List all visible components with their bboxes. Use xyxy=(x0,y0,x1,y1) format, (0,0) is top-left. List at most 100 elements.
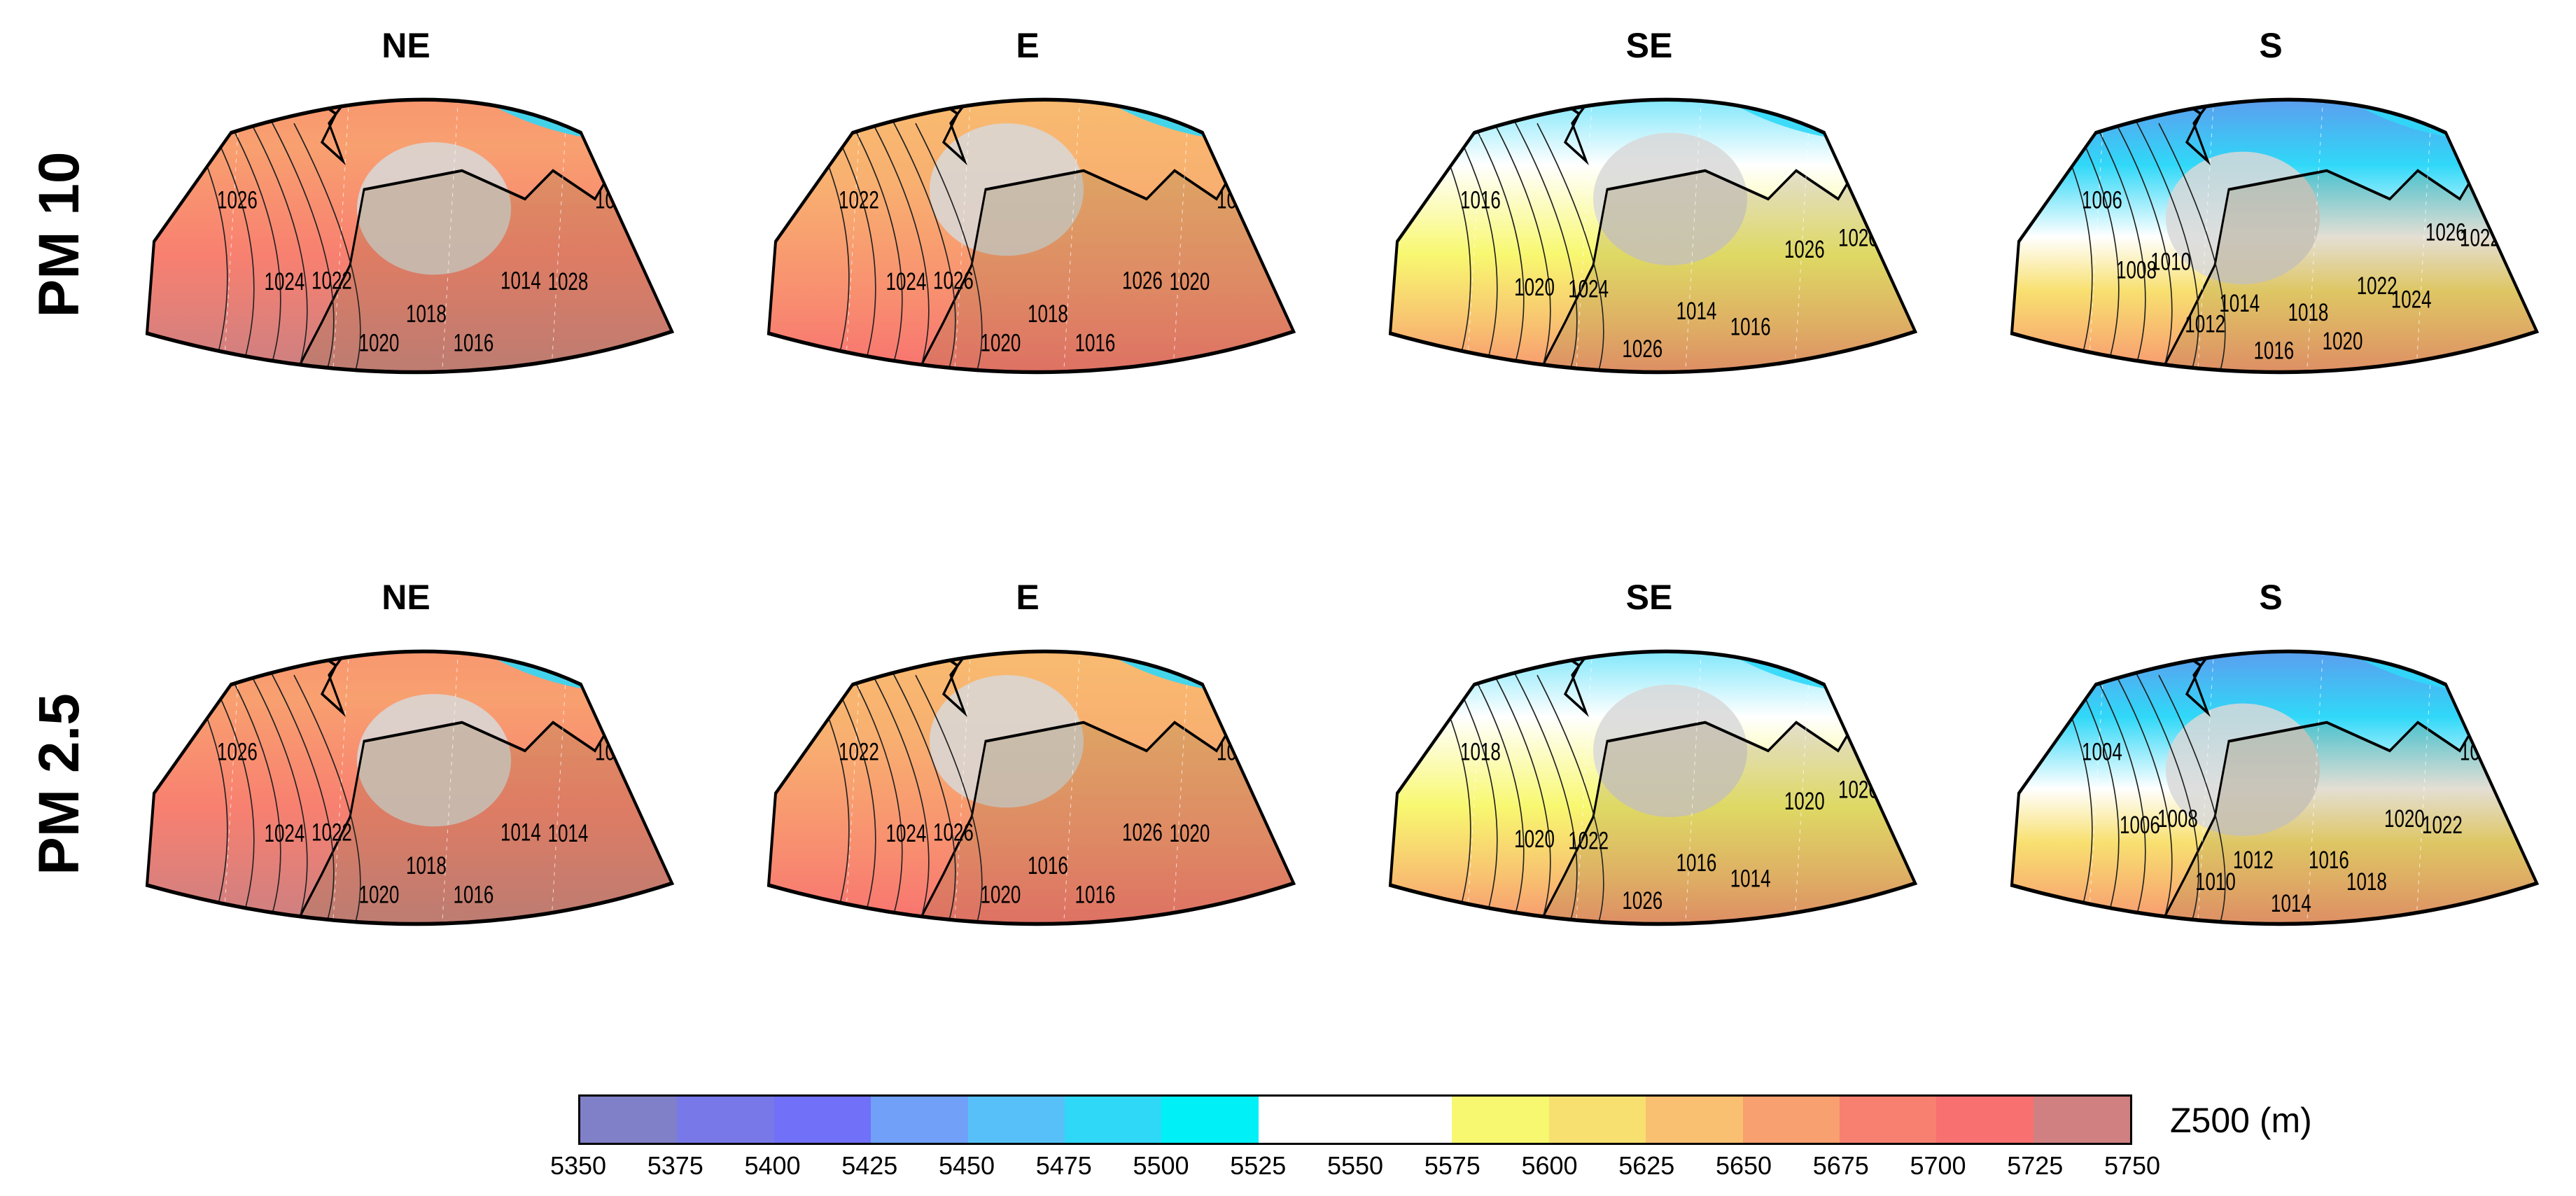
map-panel-1-2: SE 1018 1020 1022 1026 1016 1014 1020 1026 xyxy=(1376,576,1922,968)
isobar-label: 1020 xyxy=(981,329,1021,357)
colorbar-swatch xyxy=(1742,1097,1840,1143)
isobar-label: 1012 xyxy=(2233,846,2274,874)
isobar-label: 1024 xyxy=(265,267,305,295)
isobar-line xyxy=(1483,655,1551,924)
isobar-label: 1024 xyxy=(2391,286,2432,314)
map-frame xyxy=(2010,97,2540,375)
map-panel-0-3: S 1006 1008 1010 1012 1014 1016 1018 1020 1022 102… xyxy=(1998,25,2544,417)
isobar-label: 1026 xyxy=(1122,819,1163,847)
isobar-label: 1016 xyxy=(1460,186,1501,214)
graticule-line xyxy=(1682,651,1704,924)
isobar-label: 1016 xyxy=(2253,336,2294,364)
colorbar-tick-label: 5575 xyxy=(1424,1151,1480,1180)
isobar-label: 1016 xyxy=(1075,329,1116,357)
isobar-line xyxy=(2132,665,2199,924)
row-label-1: PM 2.5 xyxy=(27,693,91,875)
coastline-british-isles xyxy=(929,651,980,718)
graticule-line xyxy=(1573,651,1595,924)
graticule-line xyxy=(951,651,974,924)
isobar-label: 1014 xyxy=(1676,297,1717,325)
colorbar-swatch xyxy=(580,1097,678,1143)
isobar-label: 1024 xyxy=(886,819,927,847)
isobar-label: 1016 xyxy=(1075,881,1116,909)
isobar-label: 1024 xyxy=(1568,275,1609,303)
graticule-line xyxy=(1573,99,1595,373)
isobar-label: 1022 xyxy=(2357,272,2398,300)
colorbar-swatch xyxy=(774,1097,872,1143)
isobar-line xyxy=(267,113,335,373)
isobar-label: 1020 xyxy=(1170,819,1210,847)
isobar-label: 1026 xyxy=(1122,267,1163,295)
row-label-0: PM 10 xyxy=(27,151,91,318)
graticule-line xyxy=(2304,651,2326,924)
colorbar-tick-label: 5500 xyxy=(1133,1151,1189,1180)
map-panel-0-0: NE 1026 1024 1022 1020 1018 1016 1014 1028 1020 xyxy=(133,25,679,417)
neutral-region xyxy=(2166,151,2320,284)
isobar-line xyxy=(1510,665,1578,924)
colorbar-tick-label: 5600 xyxy=(1521,1151,1578,1180)
map-panel-0-2: SE 1016 1020 1024 1026 1014 1016 1026 1020 xyxy=(1376,25,1922,417)
coastline-british-isles xyxy=(307,651,358,718)
isobar-line xyxy=(1510,113,1578,373)
colorbar-swatch xyxy=(1548,1097,1646,1143)
neutral-region xyxy=(930,675,1084,808)
isobar-label: 1026 xyxy=(933,819,974,847)
isobar-label: 1018 xyxy=(1028,300,1068,328)
isobar-label: 1006 xyxy=(2120,811,2160,839)
graticule-line xyxy=(1060,651,1083,924)
isobar-line xyxy=(2078,99,2146,373)
panel-title: SE xyxy=(1625,26,1673,65)
isobar-label: 1014 xyxy=(2271,889,2311,917)
isobar-label: 1020 xyxy=(981,881,1021,909)
colorbar-swatch xyxy=(967,1097,1065,1143)
neutral-region xyxy=(1593,684,1747,817)
map-frame xyxy=(145,649,675,926)
colorbar-tick-label: 5675 xyxy=(1812,1151,1869,1180)
map-panel-1-1: E 1022 1024 1026 1020 1016 1016 1026 1020 1018 xyxy=(755,576,1301,968)
graticule-line xyxy=(1060,99,1083,373)
isobar-label: 1010 xyxy=(2195,868,2236,896)
graticule-line xyxy=(2304,99,2326,373)
isobar-line xyxy=(214,651,281,924)
colorbar-swatch xyxy=(1839,1097,1937,1143)
panel-title: NE xyxy=(382,26,430,65)
graticule-line xyxy=(2194,651,2217,924)
isobar-label: 1022 xyxy=(312,819,352,847)
colorbar-tick-label: 5725 xyxy=(2007,1151,2064,1180)
isobar-line xyxy=(1536,674,1604,924)
isobar-label: 1018 xyxy=(1460,738,1501,766)
graticule-line xyxy=(330,651,352,924)
colorbar-tick-label: 5625 xyxy=(1618,1151,1675,1180)
isobar-line xyxy=(293,123,361,373)
colorbar-swatch xyxy=(1064,1097,1162,1143)
isobar-label: 1022 xyxy=(2422,811,2463,839)
panel-title: NE xyxy=(382,578,430,617)
isobar-line xyxy=(2158,123,2226,373)
colorbar-tick-label: 5700 xyxy=(1910,1151,1966,1180)
graticule-line xyxy=(439,99,461,373)
isobar-line xyxy=(915,674,983,924)
graticule-line xyxy=(1682,99,1704,373)
isobar-line xyxy=(1536,123,1604,373)
isobar-label: 1008 xyxy=(2116,256,2157,284)
isobar-label: 1022 xyxy=(839,186,879,214)
coastline-british-isles xyxy=(2172,651,2223,718)
isobar-label: 1004 xyxy=(2082,738,2122,766)
coastline-british-isles xyxy=(2172,99,2223,166)
colorbar-swatch xyxy=(1452,1097,1549,1143)
isobar-label: 1016 xyxy=(1676,849,1717,877)
isobar-label: 1020 xyxy=(2384,805,2425,833)
isobar-line xyxy=(888,665,956,924)
isobar-label: 1024 xyxy=(886,267,927,295)
isobar-label: 1014 xyxy=(1730,865,1771,893)
map-frame xyxy=(145,97,675,375)
colorbar-tick-label: 5400 xyxy=(744,1151,801,1180)
colorbar-tick-label: 5750 xyxy=(2104,1151,2161,1180)
isobar-line xyxy=(2078,651,2146,924)
colorbar-swatch xyxy=(1258,1097,1355,1143)
